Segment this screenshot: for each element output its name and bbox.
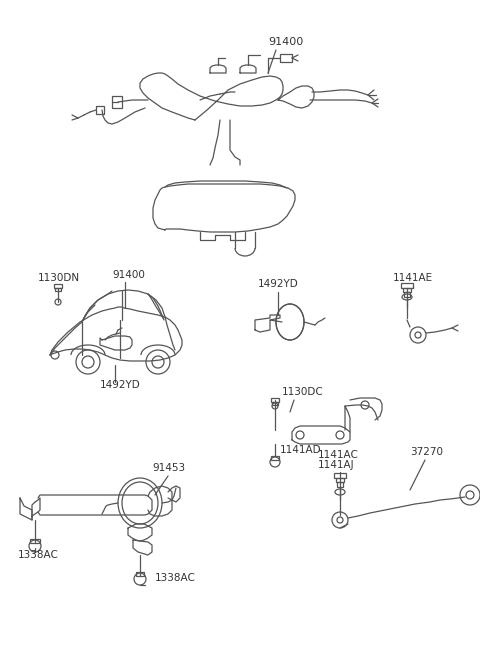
Bar: [136, 572, 144, 576]
Bar: [271, 398, 279, 402]
Bar: [96, 106, 104, 114]
Text: 91400: 91400: [112, 270, 145, 280]
Bar: [55, 288, 61, 291]
Text: 1141AC: 1141AC: [318, 450, 359, 460]
Text: 37270: 37270: [410, 447, 443, 457]
Text: 91400: 91400: [268, 37, 303, 47]
Bar: [272, 402, 278, 405]
Bar: [112, 96, 122, 108]
Bar: [337, 482, 343, 487]
Text: 1338AC: 1338AC: [18, 550, 59, 560]
Text: 1141AJ: 1141AJ: [318, 460, 355, 470]
Bar: [403, 288, 411, 292]
Text: 1141AD: 1141AD: [280, 445, 322, 455]
Text: 1492YD: 1492YD: [100, 380, 141, 390]
Bar: [271, 456, 279, 460]
Text: 1492YD: 1492YD: [258, 279, 299, 289]
Bar: [54, 284, 62, 288]
Bar: [280, 54, 292, 62]
Text: 1141AE: 1141AE: [393, 273, 433, 283]
Bar: [334, 473, 346, 478]
Bar: [404, 292, 410, 297]
Bar: [30, 539, 40, 543]
Bar: [401, 283, 413, 288]
Text: 1338AC: 1338AC: [155, 573, 196, 583]
Text: 1130DC: 1130DC: [282, 387, 324, 397]
Bar: [336, 478, 344, 482]
Text: 1130DN: 1130DN: [38, 273, 80, 283]
Text: 91453: 91453: [152, 463, 185, 473]
